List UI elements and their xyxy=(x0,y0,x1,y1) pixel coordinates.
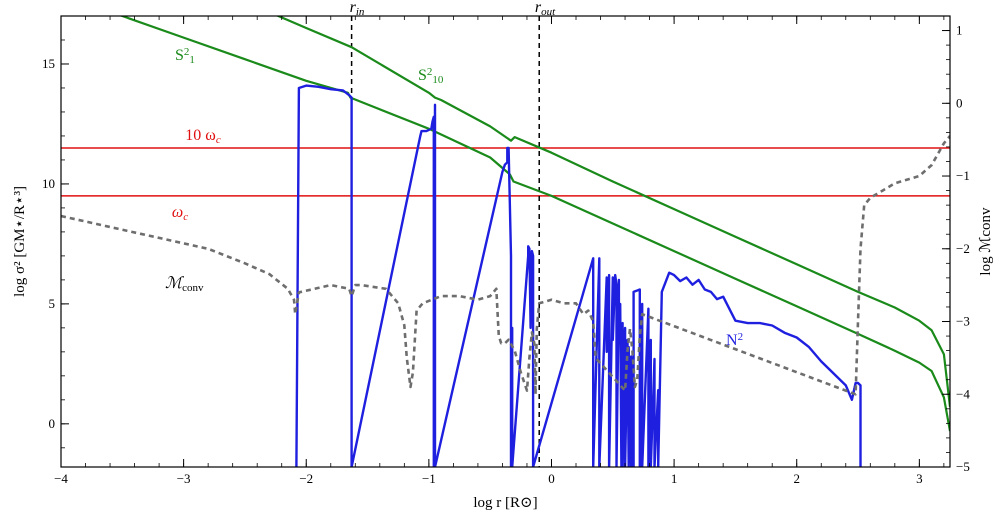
y-right-tick-label: 1 xyxy=(956,23,963,38)
series-line-0 xyxy=(118,16,950,432)
y-right-tick-label: −5 xyxy=(956,459,970,474)
plot-area xyxy=(61,16,950,467)
x-tick-label: 1 xyxy=(671,471,678,486)
x-tick-label: 3 xyxy=(916,471,923,486)
y-axis-title: log σ² [GM⋆/R⋆³] xyxy=(12,186,28,297)
plot-frame xyxy=(60,15,951,468)
series-line-2 xyxy=(295,84,862,467)
label-M-conv: ℳconv xyxy=(165,275,204,294)
label-omega-c: ωc xyxy=(172,204,188,223)
y-tick-label: 5 xyxy=(49,296,56,311)
x-tick-label: −1 xyxy=(422,471,436,486)
series-line-3 xyxy=(61,135,950,396)
x-tick-label: 2 xyxy=(793,471,800,486)
y-tick-label: 0 xyxy=(49,416,56,431)
y-right-tick-label: −3 xyxy=(956,314,970,329)
x-tick-label: −3 xyxy=(177,471,191,486)
y-tick-label: 15 xyxy=(42,56,55,71)
y-right-axis-title: log ℳconv xyxy=(978,207,994,276)
y-right-tick-label: −4 xyxy=(956,386,970,401)
axes: −4 −3 −2 −1 0 1 2 3 0 5 10 15 −5 −4 −3 −2 −1 0 1 log r [R⊙]… xyxy=(12,15,994,511)
series-line-1 xyxy=(275,16,950,408)
annotations: 10 ωc ωc rin rout S21 S210 N2 ℳconv xyxy=(165,0,743,349)
label-10-omega-c: 10 ωc xyxy=(185,127,221,146)
label-S1-squared: S21 xyxy=(175,46,195,66)
y-right-tick-label: −2 xyxy=(956,241,970,256)
x-tick-label: −2 xyxy=(299,471,313,486)
y-right-tick-label: −1 xyxy=(956,168,970,183)
label-r-out: rout xyxy=(535,0,556,18)
label-N-squared: N2 xyxy=(726,331,743,349)
label-S10-squared: S210 xyxy=(418,66,444,86)
label-r-in: rin xyxy=(350,0,365,18)
x-tick-label: 0 xyxy=(548,471,555,486)
y-right-tick-label: 0 xyxy=(956,95,963,110)
y-tick-label: 10 xyxy=(42,176,55,191)
x-axis-title: log r [R⊙] xyxy=(473,495,537,511)
x-tick-label: −4 xyxy=(54,471,68,486)
